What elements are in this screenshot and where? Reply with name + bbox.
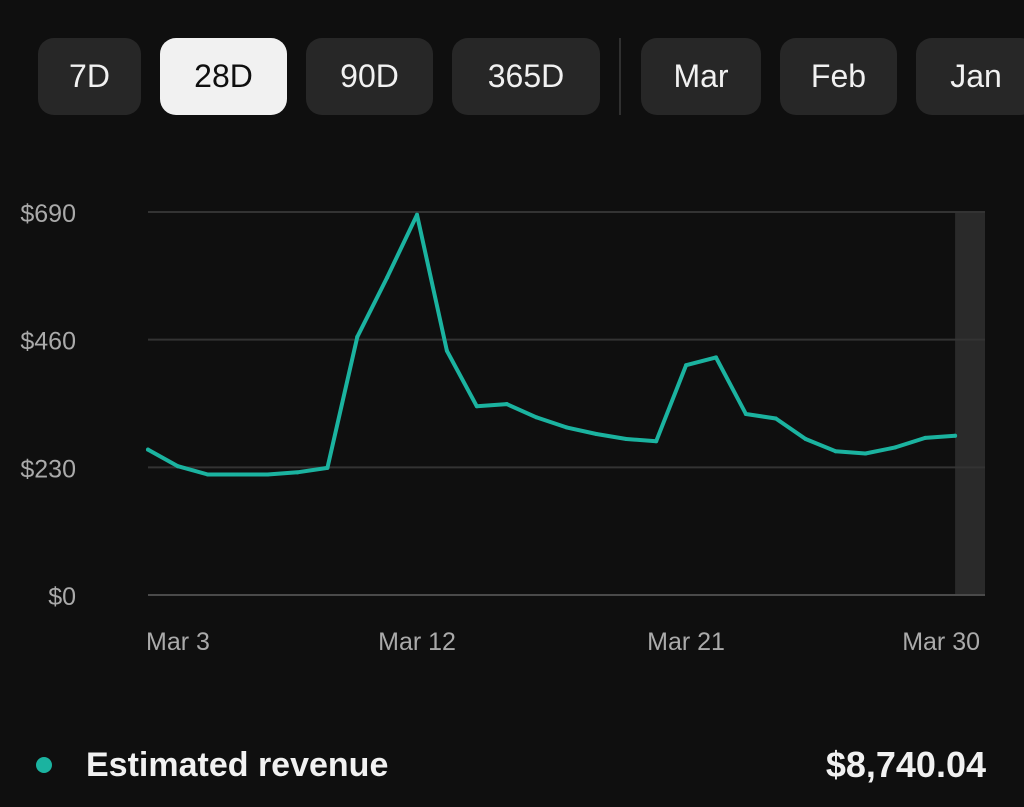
data-point [833, 449, 838, 454]
tab-365d[interactable]: 365D [452, 38, 600, 115]
tab-feb[interactable]: Feb [780, 38, 897, 115]
data-point [355, 334, 360, 339]
x-tick-label: Mar 12 [378, 628, 456, 656]
data-point [564, 425, 569, 430]
data-point [594, 432, 599, 437]
series-line [146, 212, 958, 477]
data-point [893, 445, 898, 450]
data-point [474, 404, 479, 409]
data-point [504, 402, 509, 407]
chart-legend: Estimated revenue $8,740.04 [36, 740, 986, 790]
data-point [444, 348, 449, 353]
data-point [923, 435, 928, 440]
data-point [146, 447, 150, 452]
y-tick-label: $690 [20, 200, 76, 228]
data-point [534, 415, 539, 420]
tab-90d[interactable]: 90D [306, 38, 433, 115]
x-tick-label: Mar 30 [902, 628, 980, 656]
data-point [624, 437, 629, 442]
legend-total: $8,740.04 [825, 744, 986, 785]
data-point [205, 472, 210, 477]
tab-divider [619, 38, 621, 115]
data-point [175, 464, 180, 469]
data-point [325, 465, 330, 470]
data-point [743, 412, 748, 417]
data-point [415, 212, 420, 217]
x-tick-label: Mar 3 [146, 628, 210, 656]
tab-mar[interactable]: Mar [641, 38, 761, 115]
data-point [295, 470, 300, 475]
y-tick-label: $230 [20, 455, 76, 483]
data-point [863, 451, 868, 456]
data-point [713, 355, 718, 360]
revenue-chart: $0 $230 $460 $690 Mar 3 Mar 12 Mar 21 Mar 30 [20, 200, 985, 656]
tab-28d[interactable]: 28D [160, 38, 287, 115]
date-range-tabs: 7D 28D 90D 365D Mar Feb Jan [38, 38, 1024, 115]
data-point [684, 363, 689, 368]
y-tick-label: $460 [20, 328, 76, 356]
legend-label: Estimated revenue [86, 745, 389, 784]
legend-dot-icon [36, 757, 52, 773]
tab-7d[interactable]: 7D [38, 38, 141, 115]
data-point [385, 275, 390, 280]
tab-jan[interactable]: Jan [916, 38, 1024, 115]
data-point [265, 472, 270, 477]
selected-day-highlight [955, 212, 985, 595]
data-point [953, 433, 958, 438]
x-tick-label: Mar 21 [647, 628, 725, 656]
data-point [803, 437, 808, 442]
data-point [235, 472, 240, 477]
y-tick-label: $0 [48, 583, 76, 611]
data-point [654, 439, 659, 444]
data-point [773, 416, 778, 421]
